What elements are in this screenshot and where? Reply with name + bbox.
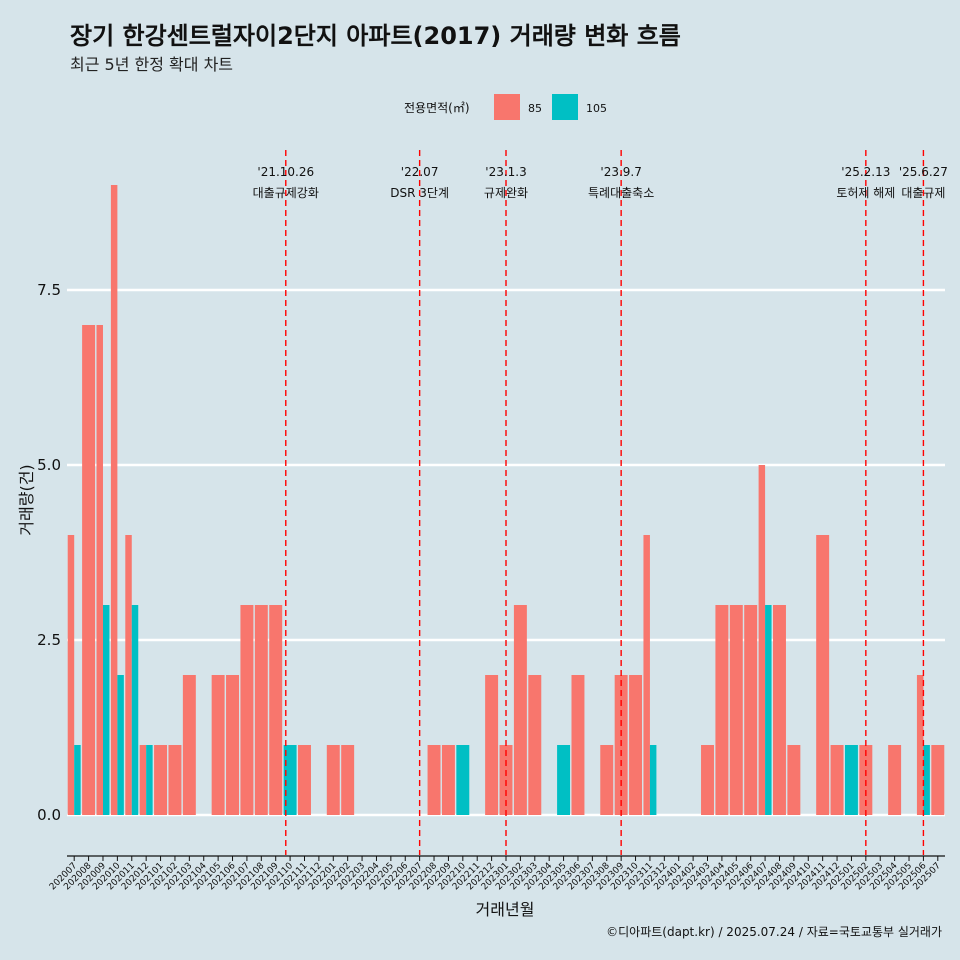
bar-85-202408 [772,605,786,815]
bar-85-202302 [513,605,527,815]
event-date: '25.2.13 [841,165,890,179]
bar-85-202101 [154,745,168,815]
bar-85-202009 [96,325,103,815]
bar-85-202303 [528,675,542,815]
bar-85-202111 [298,745,311,815]
chart-subtitle: 최근 5년 한정 확대 차트 [70,55,233,74]
bar-85-202107 [240,605,254,815]
legend-swatch-105 [552,94,578,120]
bar-85-202103 [182,675,196,815]
bar-105-202501 [844,745,858,815]
x-axis: 2020072020082020092020102020112020122021… [48,855,945,892]
x-axis-label: 거래년월 [476,900,535,919]
bar-105-202010 [117,675,124,815]
bar-85-202012 [139,745,147,815]
bar-85-202102 [168,745,182,815]
event-date: '25.6.27 [899,165,948,179]
caption: ©디아파트(dapt.kr) / 2025.07.24 / 자료=국토교통부 실… [606,925,942,939]
bar-85-202109 [269,605,283,815]
bar-85-202406 [744,605,758,815]
bar-85-202506 [916,675,924,815]
bar-85-202106 [226,675,240,815]
bar-85-202504 [888,745,902,815]
y-tick-label: 0.0 [37,806,61,824]
event-markers: '21.10.26 대출규제강화 '22.07 DSR 3단계 '23.1.3 규제완화 '… [253,150,948,855]
bar-85-202404 [715,605,729,815]
bar-85-202311 [643,535,650,815]
event-label: 특례대출축소 [588,186,654,200]
bar-85-202403 [701,745,714,815]
event-label: 대출규제강화 [253,186,319,200]
bar-85-202308 [600,745,614,815]
legend-label-105: 105 [586,102,607,115]
bar-85-202008 [82,325,96,815]
event-date: '23.9.7 [600,165,641,179]
bar-85-202007 [67,535,75,815]
bar-85-202407 [758,465,766,815]
bars [67,185,945,815]
bar-85-202507 [931,745,945,815]
legend-label-85: 85 [528,102,542,115]
legend: 전용면적(㎡) 85 105 [404,94,607,120]
bar-85-202202 [341,745,355,815]
bar-85-202011 [125,535,132,815]
event-label: 대출규제 [901,186,945,200]
bar-85-202108 [254,605,268,815]
bar-105-202012 [146,745,153,815]
bar-85-202409 [787,745,801,815]
bar-85-202212 [485,675,499,815]
bar-85-202208 [427,745,441,815]
bar-105-202305 [557,745,571,815]
y-axis-label: 거래량(건) [17,464,36,535]
bar-105-202110 [283,745,297,815]
bar-105-202210 [456,745,470,815]
y-axis-ticks: 0.0 2.5 5.0 7.5 [37,281,61,824]
bar-105-202009 [102,605,110,815]
event-date: '21.10.26 [257,165,314,179]
chart-title: 장기 한강센트럴자이2단지 아파트(2017) 거래량 변화 흐름 [70,22,681,50]
bar-85-202412 [830,745,844,815]
bar-85-202306 [571,675,585,815]
legend-title: 전용면적(㎡) [404,101,470,115]
bar-105-202506 [923,745,930,815]
event-date: '23.1.3 [485,165,526,179]
bar-85-202201 [326,745,340,815]
event-label: 토허제 해제 [836,186,895,200]
bar-85-202010 [110,185,118,815]
y-tick-label: 2.5 [37,631,61,649]
bar-105-202311 [649,745,657,815]
bar-85-202411 [816,535,830,815]
event-label: 규제완화 [484,186,528,200]
bar-105-202011 [131,605,139,815]
bar-85-202105 [211,675,225,815]
bar-105-202407 [765,605,772,815]
legend-swatch-85 [494,94,520,120]
bar-85-202310 [629,675,643,815]
event-label: DSR 3단계 [390,186,449,200]
bar-105-202007 [74,745,81,815]
y-tick-label: 7.5 [37,281,61,299]
bar-85-202405 [729,605,743,815]
y-tick-label: 5.0 [37,456,61,474]
event-date: '22.07 [401,165,439,179]
bar-85-202209 [441,745,455,815]
